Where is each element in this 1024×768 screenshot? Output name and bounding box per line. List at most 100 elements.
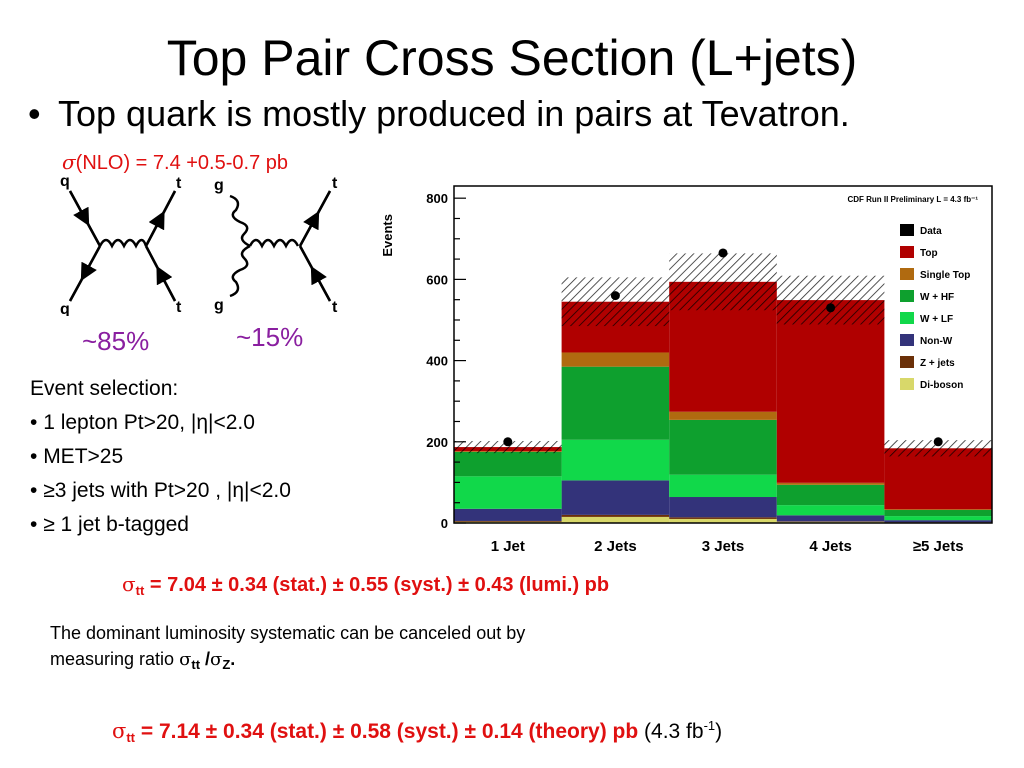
legend-label: Z + jets: [920, 358, 955, 369]
gg-fusion-diagram: [229, 190, 332, 302]
nlo-cross-section: σ(NLO) = 7.4 +0.5-0.7 pb: [62, 150, 288, 175]
legend-label: W + LF: [920, 314, 953, 325]
bar-top: [884, 448, 992, 510]
legend-swatch: [900, 224, 914, 236]
legend-swatch: [900, 378, 914, 390]
xsec-value: = 7.04 ± 0.34 (stat.) ± 0.55 (syst.) ± 0…: [144, 574, 610, 596]
bullet-point: • Top quark is mostly produced in pairs a…: [28, 93, 850, 134]
label-q-top: q: [60, 176, 70, 190]
bar-top: [776, 300, 885, 483]
legend-swatch: [900, 246, 914, 258]
legend-label: Di-boson: [920, 380, 963, 391]
bar-single-top: [884, 509, 992, 511]
bar-non-w: [776, 515, 885, 522]
legend-swatch: [900, 356, 914, 368]
legend-swatch: [900, 268, 914, 280]
gg-fraction: ~15%: [236, 322, 304, 352]
uncertainty-band: [454, 440, 562, 454]
event-selection-list: 1 lepton Pt>20, |η|<2.0 MET>25 ≥3 jets w…: [30, 406, 291, 542]
chart-annotation: CDF Run II Preliminary L = 4.3 fb⁻¹: [847, 195, 978, 204]
bar-z-jets: [561, 514, 670, 517]
legend: Data Top Single Top W + HF W + LF Non-W Z + je…: [900, 224, 970, 391]
qq-annihilation-diagram: [68, 190, 177, 302]
period: .: [230, 649, 236, 669]
data-point: [503, 437, 513, 447]
qq-fraction: ~85%: [82, 326, 150, 356]
bar-di-boson: [561, 516, 670, 523]
bar-z-jets: [669, 517, 777, 519]
selection-item: ≥ 1 jet b-tagged: [30, 508, 291, 542]
uncertainty-band: [561, 277, 670, 327]
bar-w-lf: [561, 439, 670, 481]
y-tick-label: 200: [426, 435, 448, 450]
label-g-bottom: g: [214, 297, 224, 314]
x-tick-label: 2 Jets: [594, 538, 637, 555]
x-tick-label: 3 Jets: [702, 538, 745, 555]
legend-label: W + HF: [920, 292, 954, 303]
legend-label: Single Top: [920, 270, 970, 281]
bullet-text: Top quark is mostly produced in pairs at…: [58, 93, 850, 134]
data-point: [933, 437, 943, 447]
selection-item: ≥3 jets with Pt>20 , |η|<2.0: [30, 474, 291, 508]
bar-w-lf: [884, 516, 992, 521]
bar-di-boson: [669, 518, 777, 523]
jet-multiplicity-chart: 0 200 400 600 800 1 Jet 2 Jets 3 Jets 4 Jets ≥5 J…: [380, 185, 993, 555]
note-line-2: measuring ratio σtt /σZ.: [50, 646, 525, 678]
event-selection-heading: Event selection:: [30, 377, 179, 400]
legend-label: Data: [920, 226, 942, 237]
y-axis-label: Events: [380, 214, 395, 257]
legend-swatch: [900, 312, 914, 324]
bar-w-hf: [884, 510, 992, 517]
label-t-top-2: t: [332, 176, 338, 192]
lumi-exponent: -1: [703, 718, 716, 733]
subscript: tt: [126, 730, 136, 745]
data-point: [718, 248, 728, 258]
bar-w-lf: [454, 476, 562, 509]
y-tick-label: 600: [426, 272, 448, 287]
sigma-symbol: σ: [179, 649, 192, 670]
bar-single-top: [669, 411, 777, 420]
legend-label: Top: [920, 248, 938, 259]
selection-item: MET>25: [30, 440, 291, 474]
y-tick-label: 400: [426, 354, 448, 369]
bar-w-lf: [776, 505, 885, 516]
legend-label: Non-W: [920, 336, 953, 347]
bar-w-hf: [561, 366, 670, 440]
bar-z-jets: [454, 520, 562, 522]
bar-single-top: [776, 482, 885, 485]
cross-section-result: σtt = 7.04 ± 0.34 (stat.) ± 0.55 (syst.)…: [122, 572, 609, 598]
label-q-bottom: q: [60, 301, 70, 316]
bar-non-w: [884, 520, 992, 523]
label-t-bottom-1: t: [176, 299, 182, 316]
slide-title: Top Pair Cross Section (L+jets): [166, 30, 858, 86]
x-tick-label: 1 Jet: [491, 538, 525, 555]
lumi-close: ): [715, 720, 723, 743]
sigma-symbol: σ: [112, 719, 127, 743]
uncertainty-band: [776, 275, 885, 325]
bar-w-lf: [669, 474, 777, 498]
bar-single-top: [561, 352, 670, 367]
x-tick-label: ≥5 Jets: [913, 538, 964, 555]
legend-swatch: [900, 334, 914, 346]
bar-non-w: [561, 480, 670, 515]
sigma-symbol: σ: [122, 572, 136, 596]
subscript: Z: [222, 657, 231, 672]
data-point: [610, 291, 620, 301]
sigma-symbol: σ: [210, 649, 223, 670]
note-prefix: measuring ratio: [50, 649, 180, 669]
bar-w-hf: [669, 419, 777, 475]
lumi-value: (4.3 fb: [638, 720, 704, 743]
plot-frame: [453, 185, 993, 524]
y-tick-label: 0: [441, 516, 448, 531]
uncertainty-band: [884, 440, 992, 457]
slash: /: [200, 649, 211, 669]
legend-swatch: [900, 290, 914, 302]
subscript: tt: [191, 657, 201, 672]
nlo-text: (NLO) = 7.4 +0.5-0.7 pb: [75, 152, 288, 174]
luminosity-note: The dominant luminosity systematic can b…: [50, 620, 525, 678]
x-tick-label: 4 Jets: [809, 538, 852, 555]
data-point: [826, 303, 836, 313]
selection-item: 1 lepton Pt>20, |η|<2.0: [30, 406, 291, 440]
bar-w-hf: [454, 451, 562, 477]
subscript: tt: [135, 583, 145, 598]
